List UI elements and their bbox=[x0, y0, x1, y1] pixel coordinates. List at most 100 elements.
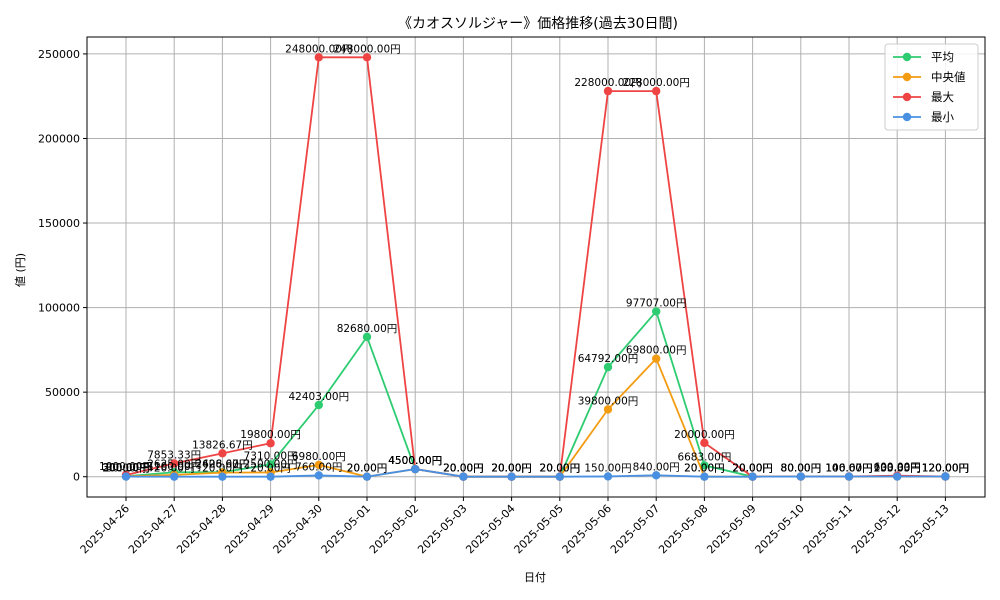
legend-label: 最大 bbox=[931, 90, 954, 104]
data-label: 4500.00円 bbox=[388, 455, 442, 467]
data-label: 20.00円 bbox=[443, 463, 484, 475]
data-label: 20.00円 bbox=[347, 463, 388, 475]
data-point bbox=[266, 439, 275, 448]
data-point bbox=[652, 86, 661, 96]
data-label: 20.00円 bbox=[202, 463, 243, 475]
x-tick-label: 2025-05-05 bbox=[512, 502, 566, 556]
data-label: 80.00円 bbox=[781, 463, 822, 475]
data-point bbox=[844, 472, 854, 481]
data-point bbox=[218, 449, 227, 458]
series-line bbox=[125, 468, 946, 478]
data-label: 600.00円 bbox=[874, 462, 921, 474]
data-point bbox=[411, 464, 420, 474]
y-tick-label: 200000 bbox=[38, 132, 80, 145]
data-label: 80.00円 bbox=[781, 463, 822, 475]
data-point bbox=[603, 405, 613, 414]
data-label: 20.00円 bbox=[732, 463, 773, 475]
legend-label: 中央値 bbox=[931, 70, 966, 84]
legend-box bbox=[884, 43, 979, 131]
legend-label: 最小 bbox=[931, 110, 954, 124]
x-tick-label: 2025-05-09 bbox=[704, 502, 758, 556]
data-label: 7853.33円 bbox=[147, 449, 201, 461]
data-point bbox=[314, 53, 323, 62]
chart-title: 《カオスソルジャー》価格推移(過去30日間) bbox=[398, 16, 678, 32]
data-label: 300.00円 bbox=[102, 462, 149, 474]
y-tick-label: 150000 bbox=[38, 217, 80, 230]
data-label: 20.00円 bbox=[540, 463, 581, 475]
data-label: 2500.00円 bbox=[244, 458, 298, 470]
x-tick-label: 2025-04-28 bbox=[174, 502, 228, 556]
data-label: 120.00円 bbox=[922, 463, 969, 475]
data-point bbox=[170, 472, 179, 481]
data-label: 20.00円 bbox=[732, 463, 773, 475]
data-label: 20.00円 bbox=[491, 463, 532, 475]
x-tick-label: 2025-05-08 bbox=[656, 502, 710, 556]
data-label: 82680.00円 bbox=[337, 323, 398, 335]
data-label: 2408.00円 bbox=[195, 459, 249, 471]
data-label: 100.00円 bbox=[825, 463, 872, 475]
data-label: 64792.00円 bbox=[578, 353, 639, 365]
data-label: 42403.00円 bbox=[288, 391, 349, 403]
data-label: 760.00円 bbox=[295, 461, 342, 473]
data-label: 100.00円 bbox=[874, 463, 921, 475]
data-point bbox=[121, 472, 131, 481]
data-label: 150.00円 bbox=[584, 462, 631, 474]
data-point bbox=[700, 438, 709, 448]
data-label: 106.67円 bbox=[825, 463, 872, 475]
data-label: 20.00円 bbox=[732, 463, 773, 475]
x-tick-label: 2025-05-02 bbox=[367, 502, 421, 556]
data-label: 2626.67円 bbox=[195, 458, 249, 470]
data-label: 20.00円 bbox=[443, 463, 484, 475]
data-label: 39800.00円 bbox=[578, 395, 639, 407]
data-label: 120.00円 bbox=[922, 463, 969, 475]
data-label: 120.00円 bbox=[922, 463, 969, 475]
data-label: 20.00円 bbox=[684, 463, 725, 475]
data-label: 20.00円 bbox=[154, 463, 195, 475]
data-point bbox=[266, 472, 275, 481]
data-point bbox=[603, 472, 613, 481]
legend-swatch-marker bbox=[902, 72, 912, 82]
data-point bbox=[507, 472, 516, 481]
data-point bbox=[941, 472, 950, 481]
y-axis-label: 値 (円) bbox=[14, 253, 27, 287]
data-label: 20.00円 bbox=[491, 463, 532, 475]
data-label: 4500.00円 bbox=[388, 455, 442, 467]
data-label: 7310.00円 bbox=[244, 450, 298, 462]
data-point bbox=[700, 461, 709, 470]
legend-label: 平均 bbox=[931, 50, 954, 64]
data-point bbox=[652, 354, 661, 363]
data-label: 20.00円 bbox=[250, 463, 291, 475]
data-point bbox=[603, 86, 613, 96]
data-label: 80.00円 bbox=[781, 463, 822, 475]
data-label: 20.00円 bbox=[491, 463, 532, 475]
data-label: 80.00円 bbox=[106, 463, 147, 475]
data-point bbox=[893, 472, 902, 481]
series-layer bbox=[121, 53, 950, 481]
data-label: 2625.00円 bbox=[147, 458, 201, 470]
data-label: 80.00円 bbox=[781, 463, 822, 475]
grid bbox=[87, 37, 985, 497]
data-label: 20.00円 bbox=[684, 463, 725, 475]
x-tick-label: 2025-05-03 bbox=[415, 502, 469, 556]
data-label: 20.00円 bbox=[540, 463, 581, 475]
data-label: 248000.00円 bbox=[333, 43, 400, 55]
data-label: 100.00円 bbox=[874, 463, 921, 475]
x-axis-label: 日付 bbox=[524, 571, 546, 584]
data-label: 69800.00円 bbox=[626, 345, 687, 357]
data-label: 20.00円 bbox=[347, 463, 388, 475]
x-tick-label: 2025-04-29 bbox=[222, 502, 276, 556]
x-tick-label: 2025-05-07 bbox=[608, 502, 662, 556]
data-label: 120.00円 bbox=[922, 463, 969, 475]
series-line bbox=[125, 56, 946, 478]
data-label: 4500.00円 bbox=[388, 455, 442, 467]
data-label: 6683.00円 bbox=[677, 451, 731, 463]
data-label: 20.00円 bbox=[491, 463, 532, 475]
data-label: 20.00円 bbox=[540, 463, 581, 475]
data-point bbox=[362, 472, 372, 481]
data-label: 13826.67円 bbox=[192, 439, 253, 451]
y-tick-label: 0 bbox=[73, 471, 80, 484]
data-point bbox=[218, 472, 227, 481]
data-label: 1000.00円 bbox=[99, 461, 153, 473]
